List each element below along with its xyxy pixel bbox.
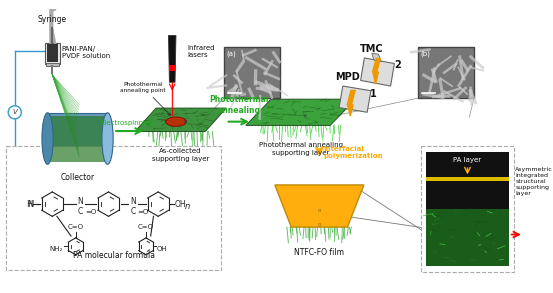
FancyBboxPatch shape: [421, 146, 514, 272]
Text: o: o: [304, 113, 307, 117]
Text: MPD: MPD: [335, 72, 360, 82]
Polygon shape: [169, 35, 176, 82]
Text: o: o: [317, 222, 321, 227]
Text: PA molecular formula: PA molecular formula: [72, 251, 155, 260]
Text: N: N: [28, 200, 34, 209]
FancyBboxPatch shape: [46, 44, 58, 62]
Text: As-collected
supporting layer: As-collected supporting layer: [152, 148, 210, 162]
FancyBboxPatch shape: [224, 47, 280, 98]
Ellipse shape: [166, 117, 186, 126]
Text: C: C: [78, 207, 83, 216]
FancyBboxPatch shape: [46, 63, 59, 66]
FancyBboxPatch shape: [426, 152, 509, 266]
FancyBboxPatch shape: [426, 209, 509, 266]
Polygon shape: [361, 58, 394, 86]
Text: Photothermal
annealing point: Photothermal annealing point: [121, 82, 170, 115]
Polygon shape: [135, 108, 226, 132]
Text: NH₂: NH₂: [49, 246, 62, 252]
Polygon shape: [339, 86, 371, 112]
Text: o: o: [317, 208, 321, 213]
Text: o: o: [184, 119, 187, 124]
Text: Collector: Collector: [60, 173, 95, 182]
Polygon shape: [372, 58, 381, 72]
Text: OH: OH: [175, 200, 187, 209]
Text: Electrospinning: Electrospinning: [100, 120, 154, 126]
FancyBboxPatch shape: [169, 65, 175, 71]
Polygon shape: [275, 185, 364, 227]
Text: Photothermal
annealing: Photothermal annealing: [209, 95, 269, 115]
Text: Asymmetric
integrated
structural
supporting
layer: Asymmetric integrated structural support…: [515, 167, 553, 196]
Polygon shape: [372, 53, 381, 62]
Text: n: n: [185, 202, 190, 212]
FancyBboxPatch shape: [49, 116, 106, 162]
Text: C=O: C=O: [67, 224, 84, 230]
Text: NTFC-FO film: NTFC-FO film: [294, 248, 345, 257]
Text: 2: 2: [394, 60, 400, 70]
Text: V: V: [12, 109, 17, 115]
FancyBboxPatch shape: [6, 146, 221, 270]
Text: Syringe: Syringe: [38, 15, 67, 24]
Text: C=O: C=O: [138, 224, 154, 230]
Text: H: H: [25, 200, 32, 209]
Polygon shape: [347, 90, 356, 105]
Text: Photothermal annealing
supporting layer: Photothermal annealing supporting layer: [259, 142, 343, 156]
Polygon shape: [246, 99, 356, 125]
Text: (a): (a): [227, 50, 236, 57]
Text: N: N: [130, 197, 135, 206]
FancyBboxPatch shape: [418, 47, 474, 98]
FancyBboxPatch shape: [426, 177, 509, 181]
Text: 1: 1: [371, 88, 377, 98]
Text: TMC: TMC: [359, 44, 383, 54]
Text: Infrared
lasers: Infrared lasers: [187, 45, 215, 58]
Text: =O: =O: [85, 209, 96, 215]
FancyBboxPatch shape: [48, 113, 107, 165]
Text: (b): (b): [421, 50, 430, 57]
FancyBboxPatch shape: [45, 43, 60, 64]
Ellipse shape: [102, 113, 113, 164]
Circle shape: [8, 106, 22, 119]
Text: C: C: [130, 207, 135, 216]
Ellipse shape: [42, 113, 53, 164]
Text: Interfacial
polymerization: Interfacial polymerization: [323, 146, 383, 159]
FancyBboxPatch shape: [426, 152, 509, 177]
Text: OH: OH: [156, 246, 167, 252]
Text: PA layer: PA layer: [453, 157, 482, 163]
Text: =O: =O: [138, 209, 149, 215]
Text: PANI-PAN/
PVDF solution: PANI-PAN/ PVDF solution: [61, 45, 110, 59]
Text: N: N: [77, 197, 84, 206]
Polygon shape: [373, 72, 378, 84]
Polygon shape: [347, 105, 353, 116]
